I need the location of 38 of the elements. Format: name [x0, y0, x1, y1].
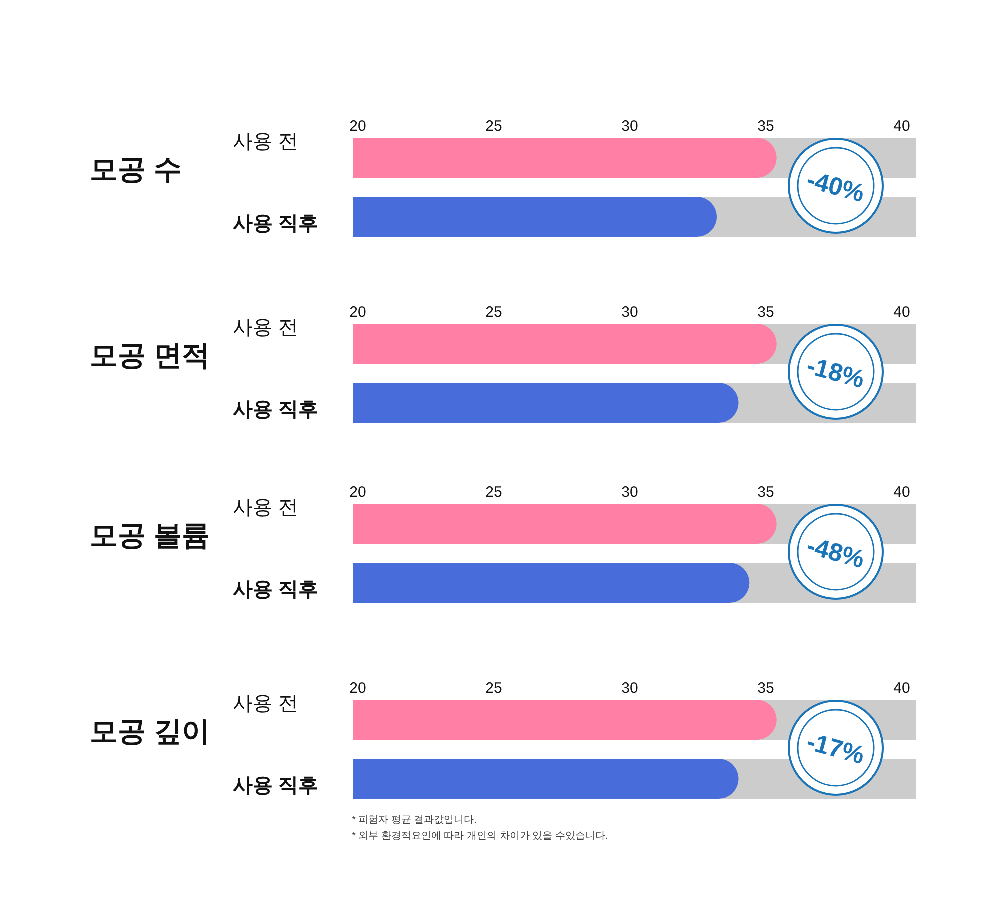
text: 모공 볼륨 — [90, 520, 210, 551]
x-tick-label: 20 — [350, 118, 366, 135]
x-tick-label: 20 — [350, 304, 366, 321]
x-tick-label: 20 — [350, 680, 366, 697]
annotation: -40% — [804, 166, 868, 208]
y-tick-label: 사용 전 — [233, 317, 299, 339]
x-tick-label: 35 — [758, 680, 774, 697]
y-tick-label: 사용 전 — [233, 693, 299, 715]
x-tick-label: 40 — [894, 680, 910, 697]
annotation: -18% — [804, 352, 868, 394]
x-tick-label: 20 — [350, 484, 366, 501]
x-tick-label: 25 — [486, 118, 502, 135]
x-tick-label: 35 — [758, 484, 774, 501]
x-tick-label: 25 — [486, 304, 502, 321]
annotation: -48% — [804, 532, 868, 574]
y-tick-label: 사용 직후 — [233, 775, 319, 797]
x-tick-label: 30 — [622, 484, 638, 501]
x-tick-label: 35 — [758, 118, 774, 135]
text: * 외부 환경적요인에 따라 개인의 차이가 있을 수있습니다. — [352, 831, 608, 842]
x-tick-label: 40 — [894, 118, 910, 135]
annotation: * 피험자 평균 결과값입니다. — [352, 815, 478, 826]
text: 모공 수 — [90, 154, 182, 185]
y-tick-label: 사용 전 — [233, 497, 299, 519]
y-tick-label: 사용 직후 — [233, 399, 319, 421]
text: 모공 깊이 — [90, 716, 210, 747]
annotation: -17% — [804, 728, 868, 770]
x-tick-label: 25 — [486, 484, 502, 501]
text: 모공 면적 — [90, 340, 210, 371]
x-tick-label: 30 — [622, 118, 638, 135]
y-tick-label: 사용 직후 — [233, 579, 319, 601]
x-tick-label: 40 — [894, 304, 910, 321]
x-tick-label: 25 — [486, 680, 502, 697]
x-tick-label: 40 — [894, 484, 910, 501]
x-tick-label: 30 — [622, 304, 638, 321]
x-tick-label: 35 — [758, 304, 774, 321]
y-tick-label: 사용 전 — [233, 131, 299, 153]
x-tick-label: 30 — [622, 680, 638, 697]
y-tick-label: 사용 직후 — [233, 213, 319, 235]
